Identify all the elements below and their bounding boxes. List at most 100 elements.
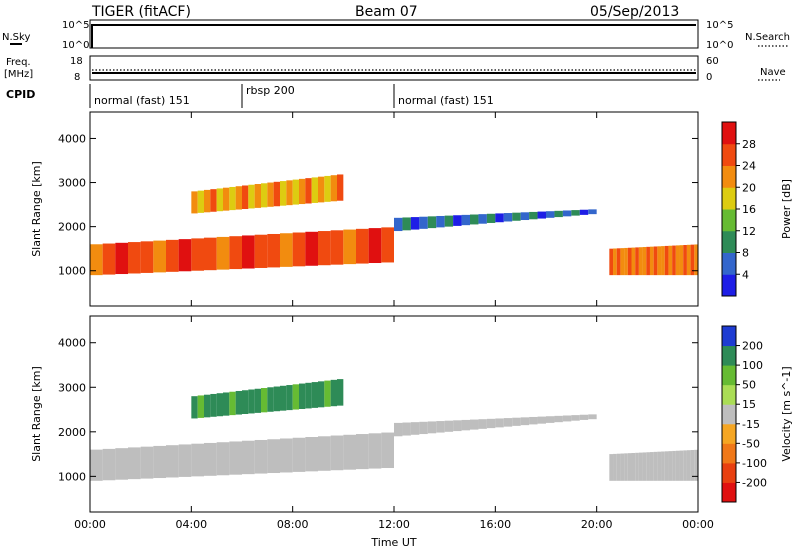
backscatter-cell [635, 247, 639, 276]
backscatter-cell [280, 385, 287, 411]
backscatter-cell [642, 452, 647, 481]
colorbar-swatch [722, 230, 736, 253]
backscatter-cell [166, 445, 179, 478]
backscatter-cell [254, 439, 268, 474]
backscatter-cell [210, 189, 217, 212]
backscatter-cell [140, 241, 154, 273]
backscatter-cell [248, 389, 255, 414]
backscatter-cell [690, 450, 695, 481]
backscatter-cell [554, 415, 563, 423]
y-tick-label: 4000 [58, 337, 86, 350]
backscatter-cell [642, 247, 647, 276]
backscatter-cell [571, 210, 580, 216]
colorbar-tick-label: 20 [742, 181, 756, 194]
backscatter-cell [694, 244, 698, 276]
backscatter-cell [273, 386, 280, 412]
backscatter-cell [646, 452, 650, 481]
backscatter-cell [679, 245, 684, 276]
backscatter-cell [286, 180, 293, 206]
backscatter-cell [668, 245, 673, 276]
backscatter-cell [512, 417, 521, 426]
x-tick-label: 12:00 [378, 518, 410, 531]
noise-left-bottom: 10^0 [62, 40, 89, 51]
backscatter-cell [478, 214, 487, 224]
backscatter-cell [330, 379, 337, 407]
backscatter-cell [419, 421, 428, 435]
backscatter-cell [229, 441, 242, 475]
backscatter-cell [102, 243, 116, 275]
backscatter-cell [191, 191, 198, 214]
backscatter-cell [280, 438, 293, 473]
backscatter-cell [672, 450, 676, 481]
backscatter-cell [280, 181, 287, 206]
backscatter-cell [609, 454, 614, 481]
backscatter-cell [631, 247, 636, 276]
cpid-segment-label: rbsp 200 [246, 84, 295, 97]
y-axis-label: Slant Range [km] [30, 366, 43, 462]
backscatter-cell [478, 419, 487, 429]
backscatter-cell [356, 228, 369, 264]
backscatter-cell [686, 244, 691, 276]
backscatter-cell [261, 183, 268, 208]
backscatter-cell [318, 381, 325, 408]
backscatter-cell [520, 417, 530, 426]
backscatter-cell [436, 215, 445, 228]
backscatter-cell [579, 209, 589, 215]
backscatter-cell [686, 450, 691, 481]
backscatter-cell [453, 215, 462, 226]
backscatter-cell [402, 217, 411, 231]
backscatter-cell [178, 239, 192, 272]
backscatter-cell [235, 186, 242, 210]
colorbar-tick-label: 200 [742, 340, 763, 353]
x-axis-label: Time UT [370, 536, 416, 549]
x-tick-label: 00:00 [74, 518, 106, 531]
backscatter-cell [178, 444, 192, 477]
backscatter-cell [267, 233, 280, 268]
colorbar-swatch [722, 384, 736, 405]
backscatter-cell [318, 176, 325, 203]
backscatter-cell [153, 240, 166, 273]
n-search-label: N.Search [745, 32, 790, 43]
backscatter-cell [394, 422, 403, 437]
backscatter-cell [229, 236, 242, 270]
backscatter-cell [216, 188, 223, 212]
backscatter-cell [292, 179, 299, 205]
backscatter-cell [627, 453, 632, 481]
backscatter-cell [223, 187, 230, 211]
backscatter-cell [529, 211, 538, 220]
backscatter-cell [115, 448, 128, 480]
backscatter-cell [546, 416, 555, 423]
backscatter-cell [223, 392, 230, 416]
colorbar-tick-label: 12 [742, 225, 756, 238]
noise-left-top: 10^5 [62, 20, 89, 31]
colorbar-tick-label: -50 [742, 437, 760, 450]
noise-right-top: 10^5 [706, 20, 733, 31]
x-tick-label: 16:00 [479, 518, 511, 531]
cpid-segments: normal (fast) 151 rbsp 200 normal (fast) 1… [89, 84, 494, 108]
backscatter-cell [679, 450, 684, 481]
colorbar-swatch [722, 365, 736, 386]
noise-panel [89, 19, 699, 49]
backscatter-cell [337, 379, 344, 406]
backscatter-cell [330, 175, 337, 202]
backscatter-cell [588, 209, 597, 215]
backscatter-cell [280, 233, 293, 267]
power-panel: 1000 2000 3000 4000 Slant Range [km] 4 8 12 16 20… [30, 111, 793, 307]
date-title: 05/Sep/2013 [590, 4, 679, 20]
backscatter-cell [571, 415, 580, 421]
backscatter-cell [495, 213, 504, 223]
backscatter-cell [657, 451, 662, 481]
backscatter-cell [254, 234, 268, 268]
freq-right-top: 60 [706, 56, 719, 67]
y-tick-label: 4000 [58, 132, 86, 145]
backscatter-cell [470, 419, 479, 430]
backscatter-cell [115, 242, 128, 275]
backscatter-cell [197, 395, 204, 418]
colorbar-swatch [722, 423, 736, 444]
backscatter-cell [191, 396, 198, 419]
backscatter-cell [419, 216, 428, 229]
colorbar-swatch [722, 404, 736, 425]
x-tick-label: 04:00 [175, 518, 207, 531]
backscatter-cell [675, 450, 680, 481]
